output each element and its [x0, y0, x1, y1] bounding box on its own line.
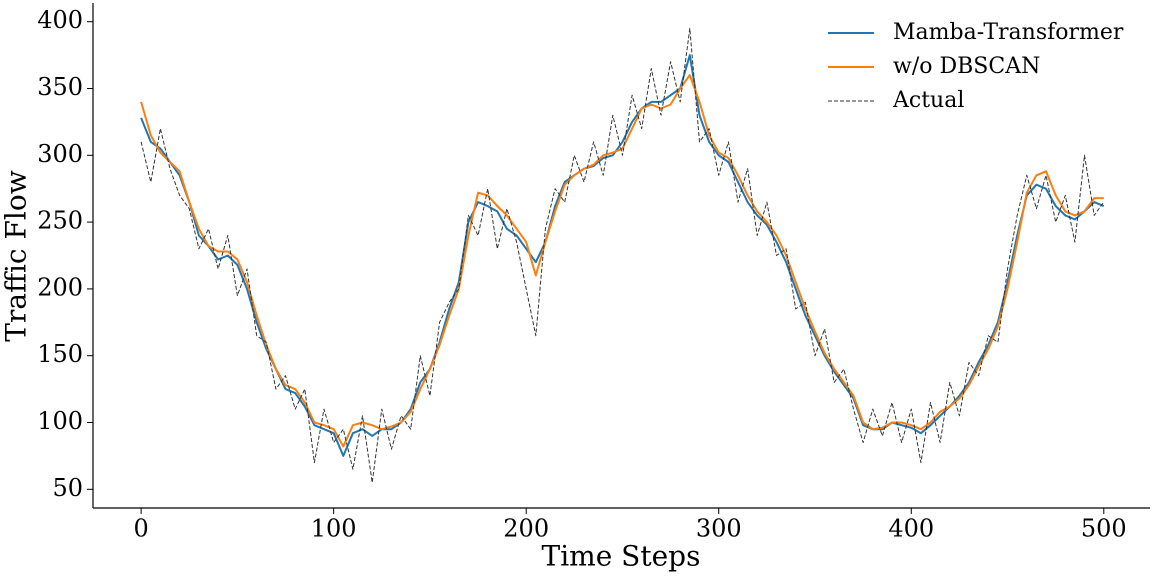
y-tick-label: 150 — [37, 340, 83, 368]
y-tick-label: 100 — [37, 407, 83, 435]
x-tick-label: 100 — [311, 515, 357, 543]
y-tick-label: 250 — [37, 207, 83, 235]
y-tick-label: 300 — [37, 140, 83, 168]
legend-label: w/o DBSCAN — [893, 54, 1040, 79]
series-line — [140, 74, 1104, 448]
legend-label: Mamba-Transformer — [893, 20, 1124, 45]
x-tick-label: 500 — [1081, 515, 1127, 543]
y-tick-label: 50 — [52, 474, 83, 502]
x-tick-label: 400 — [888, 515, 934, 543]
x-tick-label: 300 — [696, 515, 742, 543]
series-line — [140, 27, 1105, 484]
series-line — [140, 54, 1105, 457]
y-tick-label: 200 — [37, 273, 83, 301]
x-tick-label: 0 — [133, 515, 148, 543]
y-tick-label: 400 — [37, 6, 83, 34]
y-axis-label: Traffic Flow — [0, 170, 33, 341]
legend-label: Actual — [892, 88, 964, 113]
y-tick-label: 350 — [37, 73, 83, 101]
x-axis-label: Time Steps — [542, 540, 701, 573]
x-tick-label: 200 — [503, 515, 549, 543]
